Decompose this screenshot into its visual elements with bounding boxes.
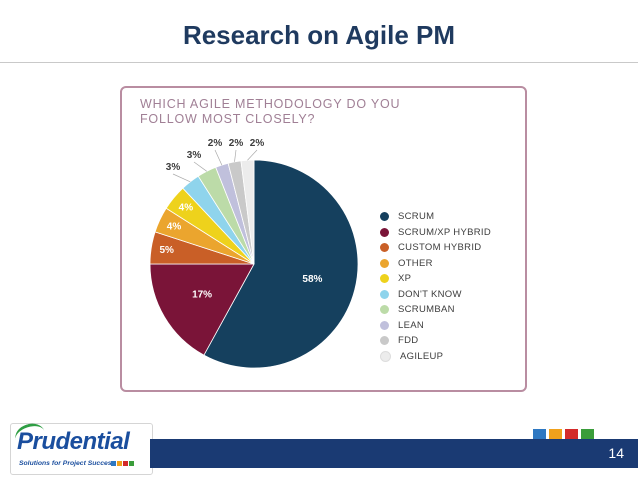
pie-value-label: 3% xyxy=(187,150,202,161)
legend-label: LEAN xyxy=(398,319,425,331)
legend-swatch xyxy=(380,350,391,362)
legend-item: SCRUM xyxy=(380,209,491,225)
pie-value-label: 4% xyxy=(179,203,194,214)
legend-item: SCRUM/XP HYBRID xyxy=(380,225,491,241)
footer-bar: 14 xyxy=(150,439,638,468)
legend-item: DON'T KNOW xyxy=(380,287,491,303)
pie-value-label: 5% xyxy=(159,245,174,256)
pie-value-label: 2% xyxy=(250,138,265,149)
pie-slice-scrum xyxy=(203,159,359,369)
legend-label: OTHER xyxy=(398,257,433,269)
legend-label: AGILEUP xyxy=(400,350,444,362)
pie-leader-line xyxy=(247,149,258,161)
legend-swatch xyxy=(380,305,389,315)
legend-swatch xyxy=(380,320,389,330)
legend-swatch xyxy=(380,243,389,253)
legend-label: FDD xyxy=(398,335,419,347)
legend-item: XP xyxy=(380,271,491,287)
legend-item: SCRUMBAN xyxy=(380,302,491,318)
legend-label: CUSTOM HYBRID xyxy=(398,242,482,254)
accent-squares-icon xyxy=(533,429,597,442)
page-number: 14 xyxy=(608,445,624,461)
pie-value-label: 17% xyxy=(192,290,212,301)
legend-item: AGILEUP xyxy=(380,349,491,365)
legend-label: SCRUM/XP HYBRID xyxy=(398,226,492,238)
pie-value-label: 4% xyxy=(167,221,182,232)
slide-title: Research on Agile PM xyxy=(182,20,456,50)
legend-item: CUSTOM HYBRID xyxy=(380,240,491,256)
accent-square xyxy=(581,429,594,442)
chart-title: WHICH AGILE METHODOLOGY DO YOU FOLLOW MO… xyxy=(140,97,401,126)
legend-label: SCRUMBAN xyxy=(398,304,455,316)
pie-value-label: 3% xyxy=(166,162,181,173)
legend-swatch xyxy=(380,258,389,268)
logo-tagline: Solutions for Project Success xyxy=(19,460,116,467)
logo-squares-icon xyxy=(111,461,135,466)
accent-square xyxy=(549,429,562,442)
chart-legend: SCRUM SCRUM/XP HYBRID CUSTOM HYBRID OTHER XP… xyxy=(380,209,491,364)
pie-value-label: 58% xyxy=(302,274,322,285)
title-divider xyxy=(0,62,638,63)
legend-item: OTHER xyxy=(380,256,491,272)
legend-swatch xyxy=(380,212,389,222)
legend-item: FDD xyxy=(380,333,491,349)
company-logo: Prudential Solutions for Project Success xyxy=(10,419,153,475)
pie-leader-line xyxy=(193,161,207,172)
legend-label: DON'T KNOW xyxy=(398,288,462,300)
pie-leader-line xyxy=(214,149,223,166)
legend-swatch xyxy=(380,274,389,284)
accent-square xyxy=(565,429,578,442)
pie-chart: 58% 17% 5% 4% 4% 3% 3% 2% 2% 2% xyxy=(149,138,359,369)
chart-frame: WHICH AGILE METHODOLOGY DO YOU FOLLOW MO… xyxy=(120,86,527,392)
pie-leader-line xyxy=(172,173,191,183)
logo-wordmark: Prudential xyxy=(17,428,130,455)
pie-value-label: 2% xyxy=(229,138,244,149)
legend-label: XP xyxy=(398,273,412,285)
pie-slice-scrum-xp-hybrid xyxy=(149,263,255,356)
legend-label: SCRUM xyxy=(398,211,435,223)
legend-item: LEAN xyxy=(380,318,491,334)
pie-value-label: 2% xyxy=(208,138,223,149)
legend-swatch xyxy=(380,336,389,346)
legend-swatch xyxy=(380,227,389,237)
pie-slice-agileup xyxy=(240,159,255,265)
pie-leader-line xyxy=(234,149,237,162)
legend-swatch xyxy=(380,289,389,299)
accent-square xyxy=(533,429,546,442)
